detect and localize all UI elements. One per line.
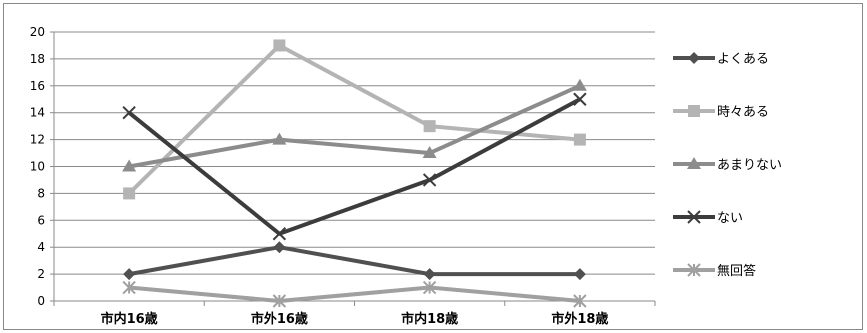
x-tick-label: 市内16歳 (101, 311, 158, 327)
y-tick-label: 18 (30, 52, 45, 66)
x-tick-label: 市内18歳 (401, 311, 458, 327)
data-point (422, 280, 437, 295)
data-point (573, 294, 587, 308)
y-tick-label: 12 (30, 133, 45, 147)
legend-item: あまりない (673, 157, 782, 173)
series-line (128, 285, 581, 303)
series-line (127, 43, 581, 195)
series-line (128, 245, 580, 277)
y-tick-label: 0 (37, 294, 45, 308)
data-point (573, 133, 586, 146)
y-tick-label: 16 (30, 79, 45, 93)
series-4 (122, 92, 587, 241)
legend-marker (688, 52, 700, 64)
y-tick-label: 4 (37, 240, 45, 254)
legend-marker (687, 157, 701, 169)
series-3 (122, 78, 587, 172)
legend-label: 無回答 (717, 263, 756, 279)
y-tick-label: 20 (30, 25, 45, 39)
legend-label: 時々ある (717, 105, 769, 120)
x-tick-label: 市外18歳 (551, 311, 608, 327)
data-point (422, 173, 437, 187)
data-point (122, 159, 137, 172)
legend-item: ない (673, 210, 743, 226)
data-point (123, 187, 136, 200)
series-line (127, 97, 581, 236)
legend-label: あまりない (717, 158, 782, 173)
legend-item: 無回答 (673, 263, 756, 279)
data-point (122, 280, 136, 295)
y-tick-label: 14 (30, 106, 45, 120)
series-5 (122, 280, 587, 308)
y-tick-label: 8 (37, 186, 45, 200)
y-tick-label: 2 (37, 267, 45, 281)
legend-label: ない (717, 211, 743, 226)
data-point (422, 146, 437, 159)
series-layer (122, 39, 587, 308)
series-line (128, 83, 581, 169)
data-point (272, 294, 287, 308)
data-point (272, 227, 287, 241)
y-tick-label: 10 (30, 160, 45, 174)
data-point (573, 92, 587, 106)
legend-marker (688, 105, 700, 117)
legend-marker (687, 210, 701, 224)
data-point (273, 241, 286, 254)
series-2 (123, 39, 586, 200)
data-point (273, 39, 286, 52)
series-1 (123, 241, 586, 281)
x-tick-label: 市外16歳 (251, 311, 308, 327)
legend-label: よくある (717, 52, 769, 67)
legend-item: 時々ある (673, 105, 769, 120)
legend-item: よくある (673, 52, 769, 67)
data-point (122, 105, 136, 120)
data-point (272, 132, 287, 145)
axes: 0 2 4 6 8 10 12 14 16 18 20 市内16歳 市外16歳 市内18歳 市外18歳 (30, 25, 656, 327)
data-point (423, 268, 436, 281)
data-point (123, 268, 136, 281)
data-point (572, 78, 587, 91)
legend-marker (687, 263, 701, 277)
data-point (423, 120, 436, 133)
data-point (573, 268, 586, 281)
y-tick-label: 6 (37, 213, 45, 227)
